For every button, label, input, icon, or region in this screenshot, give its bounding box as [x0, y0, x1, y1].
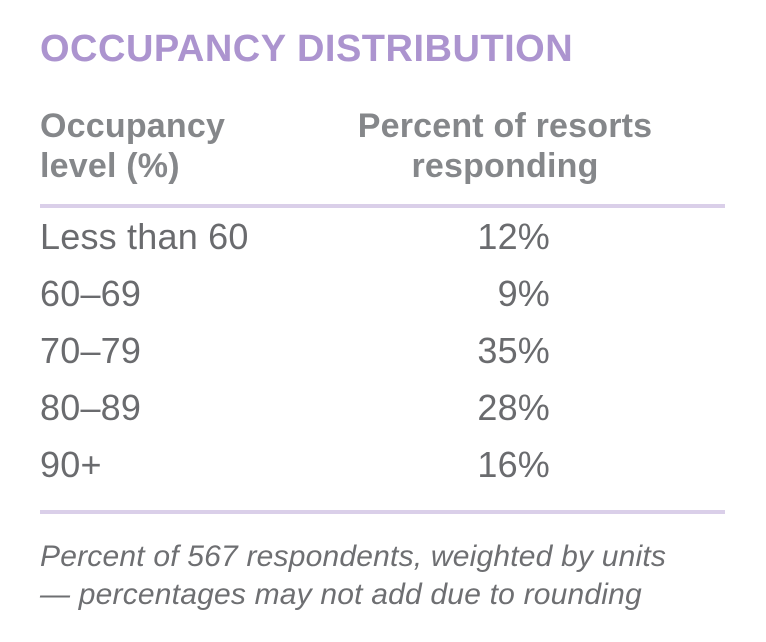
- table-row: 90+ 16%: [40, 436, 726, 493]
- table-header-row: Occupancy level (%) Percent of resorts r…: [40, 106, 726, 186]
- footnote: Percent of 567 respondents, weighted by …: [40, 538, 726, 614]
- occupancy-level-cell: 80–89: [40, 386, 142, 428]
- occupancy-table: Occupancy level (%) Percent of resorts r…: [40, 106, 726, 514]
- footnote-line: — percentages may not add due to roundin…: [40, 578, 642, 611]
- table-row: 60–69 9%: [40, 265, 726, 322]
- column-header-percent-responding: Percent of resorts responding: [340, 106, 670, 186]
- table-row: 70–79 35%: [40, 322, 726, 379]
- occupancy-level-cell: 90+: [40, 443, 102, 485]
- column-header-line: Percent of resorts: [357, 107, 653, 145]
- column-header-line: Occupancy: [40, 107, 226, 145]
- percent-cell: 9%: [497, 272, 550, 314]
- column-header-occupancy-level: Occupancy level (%): [40, 106, 340, 186]
- occupancy-level-cell: Less than 60: [40, 215, 249, 257]
- footnote-line: Percent of 567 respondents, weighted by …: [40, 540, 667, 573]
- percent-cell: 16%: [477, 443, 550, 485]
- percent-cell: 28%: [477, 386, 550, 428]
- table-row: 80–89 28%: [40, 379, 726, 436]
- percent-cell: 35%: [477, 329, 550, 371]
- footer-divider: [40, 510, 725, 514]
- occupancy-level-cell: 60–69: [40, 272, 142, 314]
- percent-cell: 12%: [477, 215, 550, 257]
- column-header-line: level (%): [40, 147, 180, 185]
- occupancy-level-cell: 70–79: [40, 329, 142, 371]
- page-title: OCCUPANCY DISTRIBUTION: [40, 28, 574, 70]
- table-row: Less than 60 12%: [40, 208, 726, 265]
- column-header-line: responding: [411, 147, 599, 185]
- header-divider: [40, 204, 725, 208]
